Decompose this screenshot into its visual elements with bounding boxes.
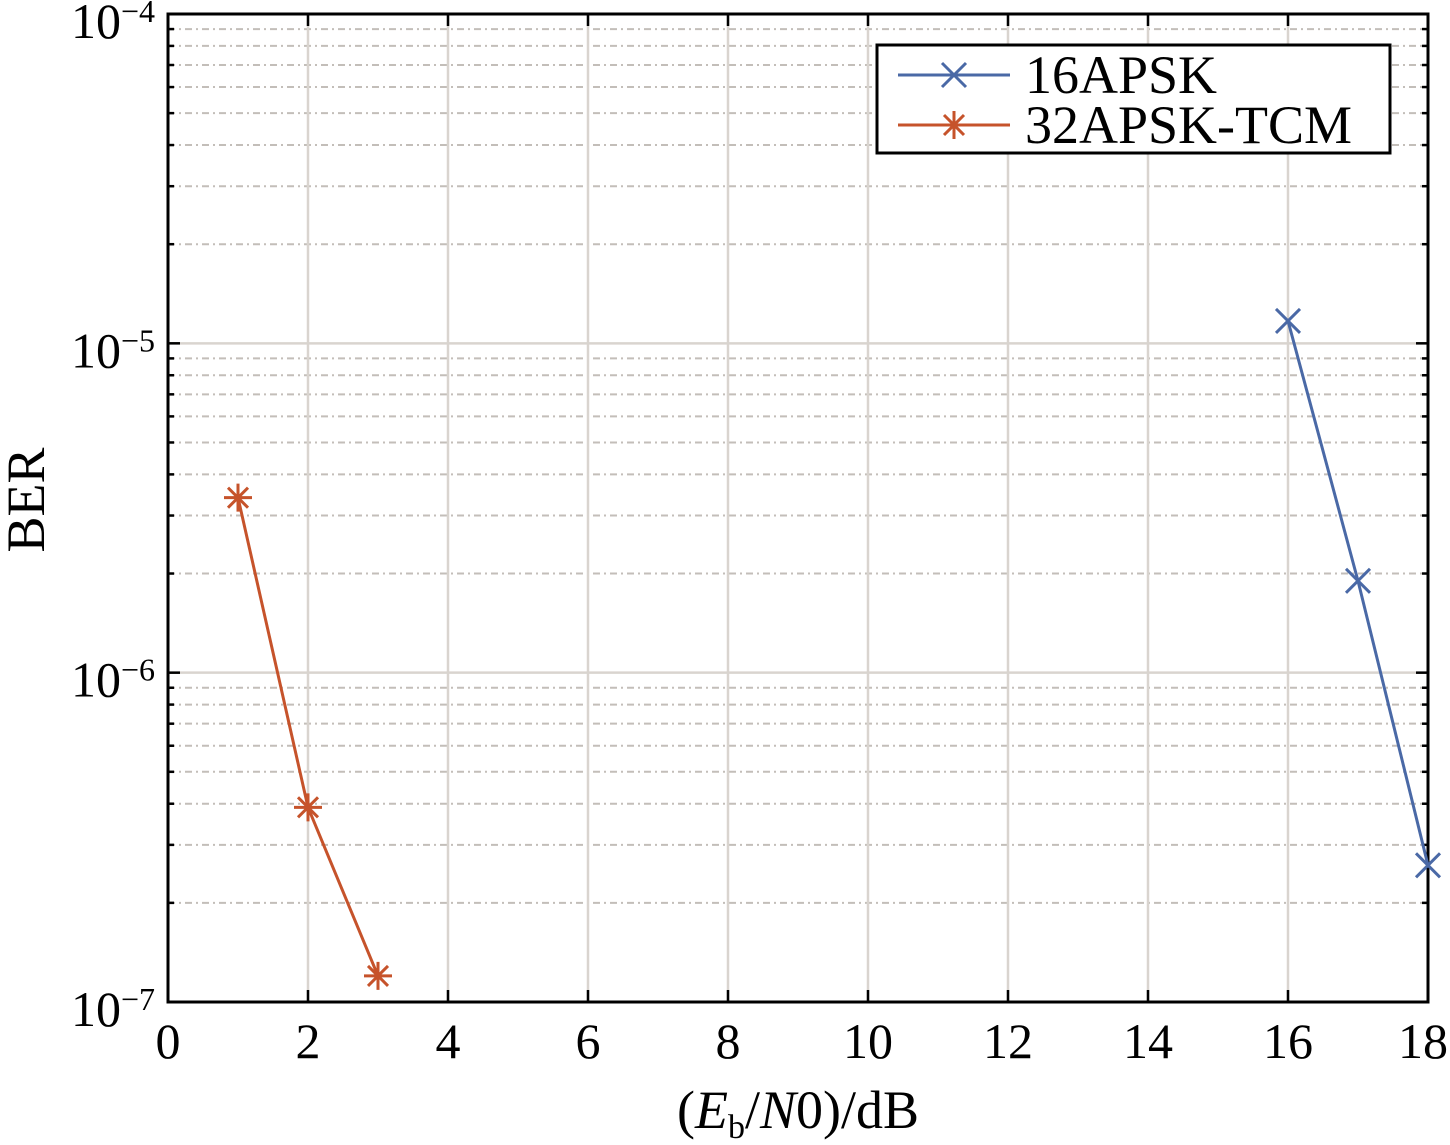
series-32apsk-tcm	[224, 483, 392, 990]
legend: 16APSK 32APSK-TCM	[875, 43, 1392, 155]
x-label-energy: E	[694, 1080, 728, 1140]
data-point-16apsk-2	[1344, 567, 1372, 594]
x-tick-label: 18	[1398, 1013, 1448, 1069]
x-label-unit: 0)/dB	[796, 1080, 919, 1140]
legend-entry-2: 32APSK-TCM	[898, 95, 1352, 155]
legend-marker-2	[940, 111, 968, 139]
y-tick-label: 10−4	[71, 0, 155, 49]
axes-box	[166, 12, 1430, 1004]
x-tick-label: 0	[156, 1013, 181, 1069]
y-tick-label: 10−7	[71, 981, 155, 1037]
tick-marks	[166, 12, 1430, 1004]
x-label-open-paren: (	[677, 1080, 695, 1140]
legend-label-2: 32APSK-TCM	[1025, 95, 1352, 155]
series-16apsk	[1274, 307, 1442, 879]
legend-entry-1: 16APSK	[898, 45, 1217, 105]
y-tick-label-exponent: −4	[121, 0, 155, 29]
y-tick-label-exponent: −7	[121, 981, 155, 1017]
y-tick-label-base: 10	[71, 322, 121, 378]
y-tick-label-exponent: −5	[121, 322, 155, 358]
legend-label-1: 16APSK	[1025, 45, 1217, 105]
data-point-16apsk-3	[1414, 852, 1442, 879]
y-tick-labels: 10−710−610−510−4	[71, 0, 155, 1037]
x-tick-label: 4	[436, 1013, 461, 1069]
y-tick-label-base: 10	[71, 981, 121, 1037]
x-tick-label: 12	[983, 1013, 1033, 1069]
y-tick-label-base: 10	[71, 652, 121, 708]
data-point-32apsk-tcm-2	[294, 793, 322, 822]
plot-background	[168, 14, 1428, 1002]
x-tick-label: 8	[716, 1013, 741, 1069]
x-tick-label: 10	[843, 1013, 893, 1069]
x-axis-label: (Eb/N0)/dB	[677, 1080, 919, 1145]
x-label-subscript: b	[728, 1109, 745, 1145]
x-label-slash: /	[745, 1080, 760, 1140]
data-point-32apsk-tcm-3	[364, 961, 392, 990]
y-tick-label: 10−6	[71, 652, 155, 708]
x-tick-labels: 0 2 4 6 8 10 12 14 16 18	[156, 1013, 1449, 1069]
y-axis-label: BER	[0, 447, 56, 552]
x-tick-label: 2	[296, 1013, 321, 1069]
x-tick-label: 6	[576, 1013, 601, 1069]
y-tick-label-exponent: −6	[121, 652, 155, 688]
data-point-16apsk-1	[1274, 307, 1302, 334]
y-tick-label-base: 10	[71, 0, 121, 49]
major-grid	[168, 14, 1428, 1002]
legend-marker-1	[940, 61, 968, 89]
y-tick-label: 10−5	[71, 322, 155, 378]
x-tick-label: 16	[1263, 1013, 1313, 1069]
x-label-noise: N	[759, 1080, 799, 1140]
series-layer	[224, 307, 1442, 990]
x-tick-label: 14	[1123, 1013, 1173, 1069]
data-point-32apsk-tcm-1	[224, 483, 252, 512]
